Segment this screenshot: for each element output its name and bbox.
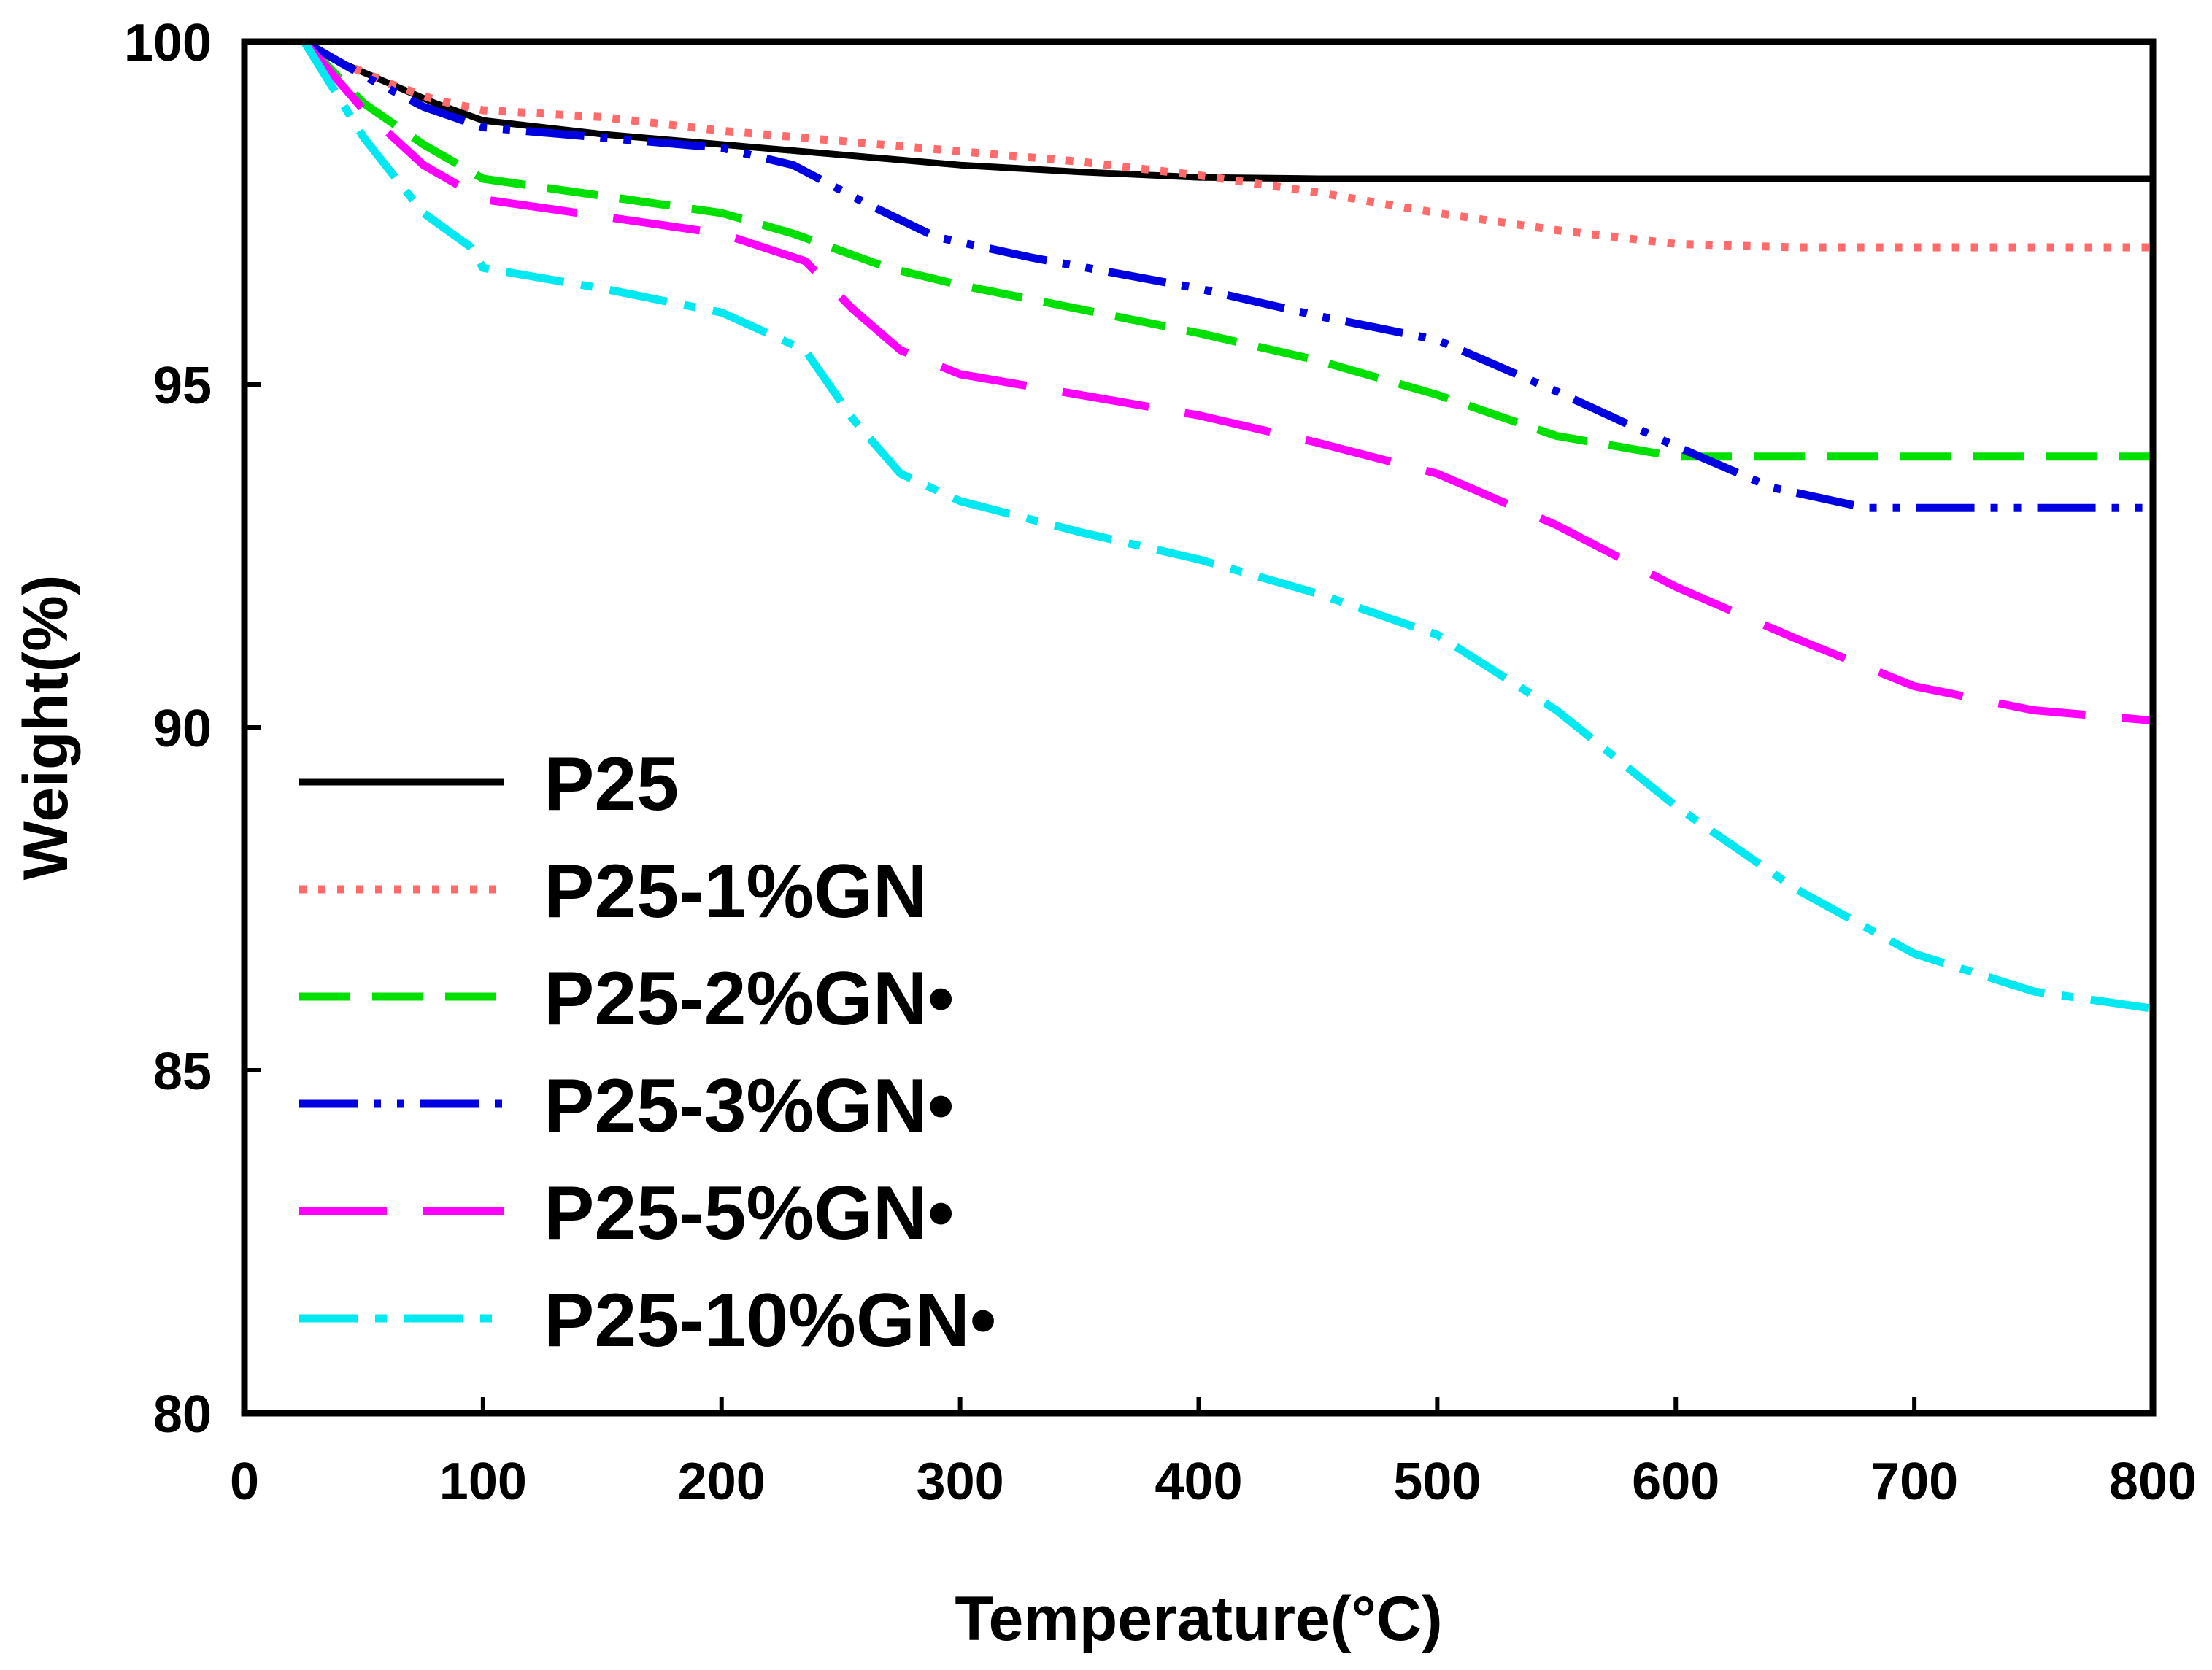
legend-label-3: P25-3%GN• <box>544 1064 954 1148</box>
series-line-5 <box>301 39 2154 1013</box>
x-tick-label: 0 <box>230 1453 259 1511</box>
x-axis-title: Temperature(°C) <box>955 1584 1442 1654</box>
y-tick-label: 90 <box>153 700 212 758</box>
x-tick-label: 100 <box>439 1453 527 1511</box>
ticks-layer <box>242 39 2155 1415</box>
x-tick-label: 300 <box>917 1453 1004 1511</box>
series-line-4 <box>301 39 2154 725</box>
legend-label-2: P25-2%GN• <box>544 956 954 1041</box>
y-axis-title: Weight(%) <box>11 575 81 881</box>
y-tick-label: 95 <box>153 357 212 415</box>
series-line-1 <box>301 38 2153 252</box>
legend-label-1: P25-1%GN <box>544 849 928 934</box>
x-tick-label: 800 <box>2109 1453 2197 1511</box>
x-tick-label: 500 <box>1393 1453 1481 1511</box>
y-tick-label: 80 <box>153 1385 212 1444</box>
legend-label-0: P25 <box>544 742 679 827</box>
x-tick-label: 200 <box>678 1453 766 1511</box>
legend: P25 P25-1%GN P25-2%GN• P25-3%GN• P25-5%GN• P2… <box>299 742 996 1363</box>
x-tick-label: 400 <box>1155 1453 1242 1511</box>
x-tick-label: 700 <box>1870 1453 1958 1511</box>
y-tick-labels: 80 85 90 95 100 <box>124 14 212 1444</box>
legend-label-5: P25-10%GN• <box>544 1278 996 1363</box>
series-layer <box>301 38 2154 1013</box>
x-tick-labels: 0 100 200 300 400 500 600 700 800 <box>230 1453 2197 1511</box>
y-tick-label: 85 <box>153 1043 212 1101</box>
legend-label-4: P25-5%GN• <box>544 1171 954 1256</box>
x-tick-label: 600 <box>1632 1453 1719 1511</box>
series-line-3 <box>301 38 2153 512</box>
y-tick-label: 100 <box>124 14 212 72</box>
